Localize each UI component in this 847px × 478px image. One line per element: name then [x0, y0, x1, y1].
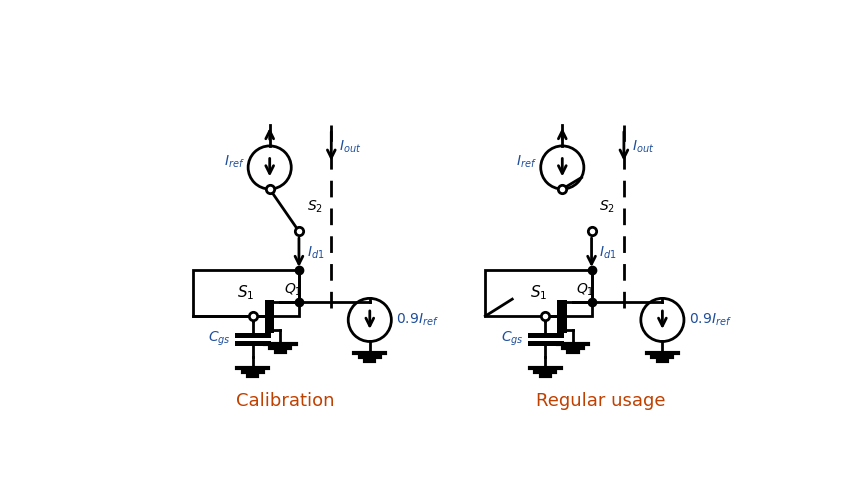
Text: $I_{d1}$: $I_{d1}$: [307, 244, 324, 261]
Text: $I_{d1}$: $I_{d1}$: [600, 244, 617, 261]
Text: $I_{out}$: $I_{out}$: [339, 139, 362, 155]
Text: $I_{out}$: $I_{out}$: [632, 139, 654, 155]
Text: $Q_1$: $Q_1$: [284, 281, 302, 298]
Text: Calibration: Calibration: [235, 392, 335, 410]
Text: $I_{ref}$: $I_{ref}$: [516, 153, 537, 170]
Text: $S_2$: $S_2$: [600, 198, 615, 215]
Text: $C_{gs}$: $C_{gs}$: [501, 330, 523, 348]
Bar: [193, 270, 299, 316]
Text: Regular usage: Regular usage: [536, 392, 666, 410]
Text: $S_2$: $S_2$: [307, 198, 323, 215]
Text: $I_{ref}$: $I_{ref}$: [224, 153, 244, 170]
Text: $S_1$: $S_1$: [529, 283, 547, 302]
Text: $C_{gs}$: $C_{gs}$: [208, 330, 231, 348]
Text: $0.9I_{ref}$: $0.9I_{ref}$: [396, 312, 439, 328]
Bar: [485, 270, 591, 316]
Text: $S_1$: $S_1$: [237, 283, 254, 302]
Text: $0.9I_{ref}$: $0.9I_{ref}$: [689, 312, 731, 328]
Text: $Q_1$: $Q_1$: [576, 281, 595, 298]
